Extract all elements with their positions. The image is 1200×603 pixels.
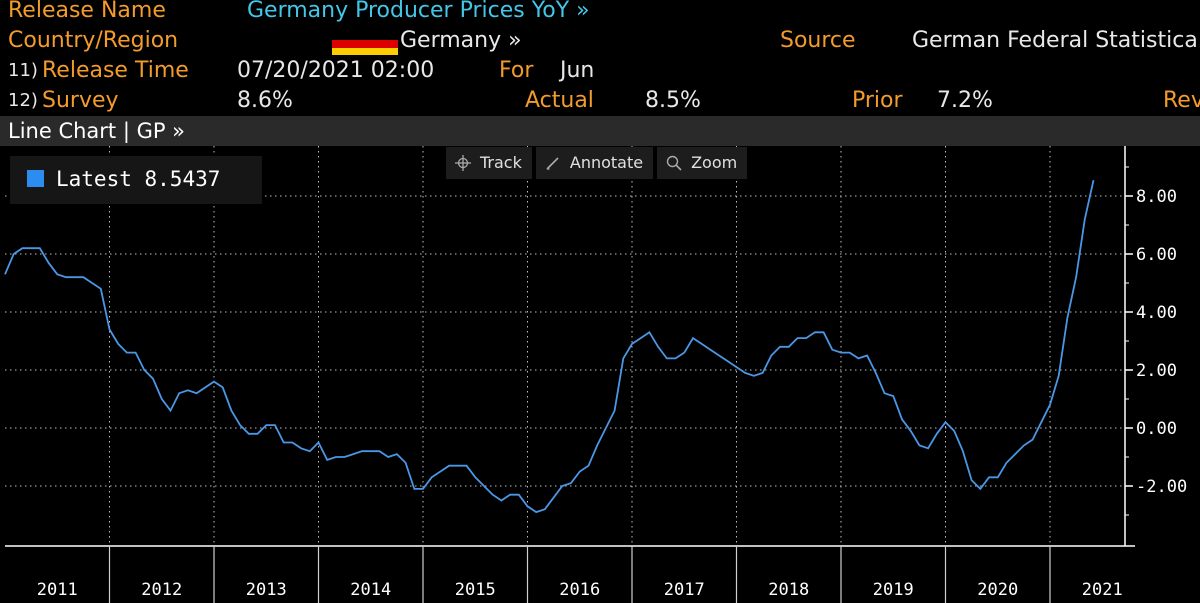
country-link[interactable]: Germany » bbox=[400, 28, 522, 53]
prior-value: 7.2% bbox=[937, 88, 993, 113]
legend: Latest 8.5437 bbox=[10, 156, 262, 204]
actual-value: 8.5% bbox=[645, 88, 701, 113]
germany-flag-icon bbox=[332, 33, 398, 55]
y-tick-label: 4.00 bbox=[1136, 303, 1177, 323]
x-tick-label: 2011 bbox=[37, 580, 78, 600]
crosshair-icon bbox=[455, 155, 471, 171]
chart-title-bar: Line Chart | GP » bbox=[0, 116, 1200, 146]
actual-label: Actual bbox=[525, 88, 594, 113]
legend-label: Latest bbox=[56, 167, 132, 191]
x-tick-label: 2015 bbox=[455, 580, 496, 600]
chart-toolbar: Track Annotate Zoom bbox=[446, 147, 748, 179]
y-tick-label: 6.00 bbox=[1136, 245, 1177, 265]
magnifier-icon bbox=[666, 155, 682, 171]
chart-type-selector[interactable]: Line Chart | GP » bbox=[8, 119, 186, 143]
track-button[interactable]: Track bbox=[446, 147, 532, 179]
survey-label[interactable]: Survey bbox=[42, 88, 119, 113]
release-time-menu-number: 11) bbox=[8, 60, 38, 81]
x-tick-label: 2016 bbox=[559, 580, 600, 600]
vertical-gridlines bbox=[109, 146, 1051, 546]
zoom-label: Zoom bbox=[691, 153, 738, 172]
x-tick-label: 2013 bbox=[246, 580, 287, 600]
pencil-icon bbox=[546, 157, 559, 170]
y-tick-label: -2.00 bbox=[1136, 477, 1187, 497]
annotate-button[interactable]: Annotate bbox=[535, 147, 654, 179]
survey-menu-number: 12) bbox=[8, 90, 38, 111]
survey-value: 8.6% bbox=[237, 88, 293, 113]
track-label: Track bbox=[480, 153, 522, 172]
release-time-label[interactable]: Release Time bbox=[42, 58, 189, 83]
legend-swatch bbox=[27, 170, 44, 187]
country-label: Country/Region bbox=[8, 28, 179, 53]
x-tick-label: 2018 bbox=[768, 580, 809, 600]
legend-value: 8.5437 bbox=[144, 167, 221, 191]
series-line-latest bbox=[4, 180, 1095, 514]
legend-entry: Latest 8.5437 bbox=[56, 164, 220, 194]
line-chart[interactable]: -2.000.002.004.006.008.00 2011 2012 2013 20… bbox=[0, 146, 1200, 603]
x-axis-labels: 2011 2012 2013 2014 2015 2016 2017 2018 2019 2020… bbox=[37, 546, 1123, 603]
x-tick-label: 2021 bbox=[1082, 580, 1123, 600]
y-tick-label: 2.00 bbox=[1136, 361, 1177, 381]
x-tick-label: 2012 bbox=[141, 580, 182, 600]
release-name-link[interactable]: Germany Producer Prices YoY » bbox=[247, 0, 590, 23]
x-tick-label: 2019 bbox=[873, 580, 914, 600]
source-label: Source bbox=[780, 28, 856, 53]
prior-label: Prior bbox=[852, 88, 903, 113]
x-tick-label: 2014 bbox=[350, 580, 391, 600]
y-tick-label: 0.00 bbox=[1136, 419, 1177, 439]
for-label: For bbox=[499, 58, 534, 83]
release-time-value: 07/20/2021 02:00 bbox=[237, 58, 435, 83]
source-value: German Federal Statistica bbox=[912, 28, 1198, 53]
zoom-button[interactable]: Zoom bbox=[657, 147, 748, 179]
horizontal-gridlines bbox=[5, 195, 1125, 487]
x-tick-label: 2017 bbox=[664, 580, 705, 600]
revision-label: Rev bbox=[1163, 88, 1200, 113]
x-tick-label: 2020 bbox=[977, 580, 1018, 600]
y-axis-ticks: -2.00 0.00 2.00 4.00 6.00 8.00 bbox=[1125, 166, 1187, 516]
y-tick-label: 8.00 bbox=[1136, 187, 1177, 207]
for-value: Jun bbox=[560, 58, 595, 83]
annotate-label: Annotate bbox=[569, 153, 644, 172]
release-name-label: Release Name bbox=[8, 0, 166, 23]
